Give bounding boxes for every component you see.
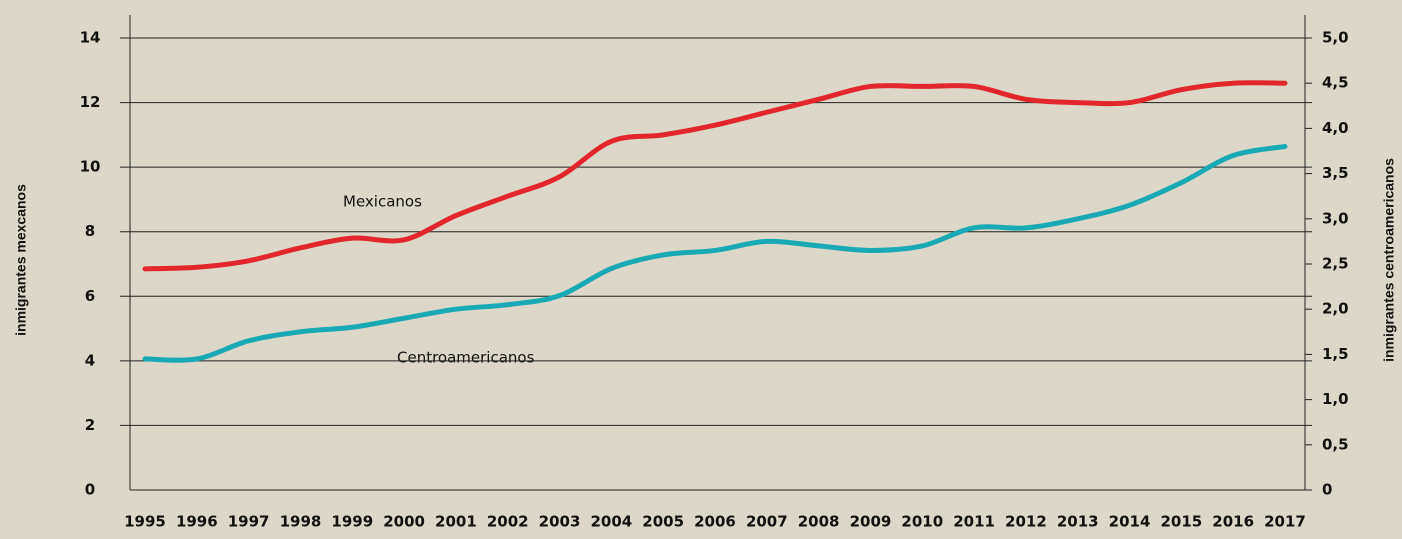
y-tick-label: 0 bbox=[85, 481, 95, 499]
x-tick-label: 2017 bbox=[1264, 513, 1306, 531]
x-tick-label: 2007 bbox=[746, 513, 788, 531]
x-tick-label: 1995 bbox=[124, 513, 166, 531]
x-tick-label: 2003 bbox=[539, 513, 581, 531]
x-tick-label: 2012 bbox=[1005, 513, 1047, 531]
x-tick-label: 2011 bbox=[953, 513, 995, 531]
x-tick-label: 2005 bbox=[642, 513, 684, 531]
x-tick-label: 1999 bbox=[331, 513, 373, 531]
x-tick-label: 2015 bbox=[1160, 513, 1202, 531]
x-tick-label: 1998 bbox=[280, 513, 322, 531]
x-tick-label: 2009 bbox=[850, 513, 892, 531]
x-tick-label: 2008 bbox=[798, 513, 840, 531]
y-tick-label: 14 bbox=[80, 29, 101, 47]
x-tick-label: 2001 bbox=[435, 513, 477, 531]
y2-tick-label: 0 bbox=[1322, 481, 1332, 499]
series-annotation: Centroamericanos bbox=[397, 349, 535, 367]
series-annotation: Mexicanos bbox=[343, 193, 422, 211]
series-line bbox=[142, 143, 1288, 363]
x-tick-label: 2010 bbox=[901, 513, 943, 531]
y2-tick-label: 1,0 bbox=[1322, 390, 1349, 408]
x-tick-label: 2014 bbox=[1109, 513, 1151, 531]
y-tick-label: 2 bbox=[85, 416, 95, 434]
x-tick-label: 2016 bbox=[1212, 513, 1254, 531]
x-tick-label: 2004 bbox=[590, 513, 632, 531]
y2-tick-label: 2,0 bbox=[1322, 300, 1349, 318]
y2-tick-label: 5,0 bbox=[1322, 29, 1349, 47]
y-tick-label: 6 bbox=[85, 287, 95, 305]
y2-tick-label: 0,5 bbox=[1322, 435, 1349, 453]
y2-tick-label: 1,5 bbox=[1322, 345, 1349, 363]
y2-tick-label: 3,0 bbox=[1322, 209, 1349, 227]
x-tick-label: 2006 bbox=[694, 513, 736, 531]
y2-tick-label: 3,5 bbox=[1322, 164, 1349, 182]
x-tick-label: 1997 bbox=[228, 513, 270, 531]
series-line bbox=[142, 80, 1288, 272]
y2-tick-label: 2,5 bbox=[1322, 255, 1349, 273]
y2-axis-title: inmigrantes centroamericanos bbox=[1381, 158, 1397, 362]
y2-tick-label: 4,0 bbox=[1322, 119, 1349, 137]
y-tick-label: 12 bbox=[80, 93, 101, 111]
y-tick-label: 10 bbox=[80, 158, 101, 176]
x-tick-label: 2002 bbox=[487, 513, 529, 531]
x-tick-label: 2000 bbox=[383, 513, 425, 531]
y-axis-title: inmigrantes mexcanos bbox=[13, 184, 29, 336]
x-tick-label: 2013 bbox=[1057, 513, 1099, 531]
y-tick-label: 8 bbox=[85, 222, 95, 240]
x-tick-label: 1996 bbox=[176, 513, 218, 531]
y-tick-label: 4 bbox=[85, 351, 95, 369]
y2-tick-label: 4,5 bbox=[1322, 74, 1349, 92]
